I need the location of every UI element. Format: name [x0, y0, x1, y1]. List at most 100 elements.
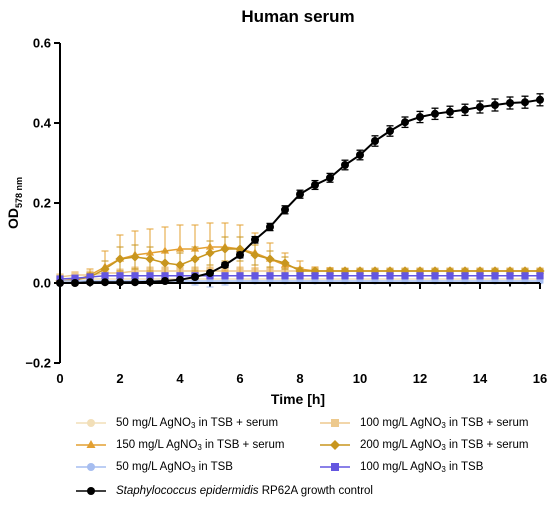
- data-point: [161, 272, 169, 280]
- data-point: [326, 173, 334, 182]
- data-point: [146, 272, 154, 280]
- series-5: [56, 272, 544, 283]
- y-axis-label-sub: 578 nm: [14, 177, 24, 208]
- data-point: [446, 272, 454, 280]
- legend-swatch-marker: [87, 419, 95, 427]
- y-tick-label: 0.6: [33, 36, 51, 51]
- x-tick-label: 14: [473, 371, 488, 386]
- data-point: [386, 127, 394, 135]
- data-point: [71, 274, 79, 282]
- data-point: [536, 95, 544, 104]
- legend-swatch: [76, 463, 106, 471]
- legend-item: 50 mg/L AgNO3 in TSB + serum: [74, 416, 278, 430]
- data-point: [205, 248, 215, 258]
- legend-item: 100 mg/L AgNO3 in TSB: [318, 460, 483, 474]
- data-point: [220, 244, 230, 254]
- legend-item: 50 mg/L AgNO3 in TSB: [74, 460, 233, 474]
- data-point: [145, 254, 155, 264]
- data-point: [116, 272, 124, 280]
- legend-swatch: [76, 487, 106, 495]
- data-point: [446, 107, 454, 116]
- data-point: [356, 272, 364, 280]
- data-point: [250, 250, 260, 260]
- data-point: [100, 264, 110, 274]
- legend-swatch-marker: [87, 463, 95, 471]
- legend-swatch-marker: [86, 440, 96, 448]
- data-point: [160, 258, 170, 268]
- data-point: [386, 272, 394, 280]
- legend-swatch: [320, 463, 350, 471]
- data-point: [266, 223, 274, 231]
- y-tick-label: −0.2: [25, 356, 51, 371]
- legend-item: 200 mg/L AgNO3 in TSB + serum: [318, 438, 528, 452]
- data-point: [356, 151, 364, 159]
- data-point: [311, 181, 319, 189]
- data-point: [401, 272, 409, 280]
- data-point: [506, 272, 514, 280]
- y-axis-label-main: OD: [5, 208, 21, 229]
- data-point: [476, 103, 484, 111]
- data-point: [160, 246, 170, 254]
- legend-swatch-marker: [331, 419, 339, 427]
- chart-title: Human serum: [241, 7, 354, 26]
- x-tick-label: 0: [56, 371, 63, 386]
- svg-text:OD578 nm: OD578 nm: [5, 177, 24, 229]
- data-point: [236, 251, 244, 259]
- x-tick-label: 12: [413, 371, 427, 386]
- legend-label: 100 mg/L AgNO3 in TSB + serum: [360, 416, 529, 430]
- data-point: [86, 273, 94, 281]
- legend-label: 200 mg/L AgNO3 in TSB + serum: [360, 438, 529, 452]
- data-point: [175, 260, 185, 270]
- data-point: [416, 113, 424, 121]
- data-point: [221, 272, 229, 280]
- data-point: [251, 235, 259, 244]
- data-point: [371, 272, 379, 280]
- data-point: [131, 272, 139, 280]
- data-point: [101, 272, 109, 280]
- data-point: [491, 272, 499, 280]
- data-point: [115, 254, 125, 264]
- data-point: [536, 272, 544, 280]
- legend-item: Staphylococcus epidermidis RP62A growth …: [74, 484, 373, 498]
- legend-label: 50 mg/L AgNO3 in TSB: [116, 460, 233, 474]
- x-axis-label: Time [h]: [271, 391, 325, 407]
- data-point: [491, 101, 499, 109]
- data-point: [281, 272, 289, 280]
- legend-swatch-marker: [330, 440, 340, 450]
- legend-item: 150 mg/L AgNO3 in TSB + serum: [74, 438, 284, 452]
- plot-area: [55, 93, 545, 288]
- legend-label: 100 mg/L AgNO3 in TSB: [360, 460, 484, 474]
- legend-item: 100 mg/L AgNO3 in TSB + serum: [318, 416, 528, 430]
- data-point: [191, 273, 199, 281]
- data-point: [521, 272, 529, 280]
- data-point: [175, 244, 185, 252]
- data-point: [461, 105, 469, 114]
- data-point: [280, 258, 290, 268]
- x-tick-label: 16: [533, 371, 547, 386]
- legend-label: 150 mg/L AgNO3 in TSB + serum: [116, 438, 285, 452]
- data-point: [266, 272, 274, 280]
- legend-label: 50 mg/L AgNO3 in TSB + serum: [116, 416, 279, 430]
- x-tick-label: 2: [116, 371, 123, 386]
- data-point: [296, 190, 304, 199]
- legend-swatch: [76, 419, 106, 427]
- data-point: [190, 254, 200, 264]
- data-point: [431, 272, 439, 280]
- data-point: [341, 272, 349, 280]
- data-point: [326, 272, 334, 280]
- data-point: [506, 99, 514, 107]
- legend-label: Staphylococcus epidermidis RP62A growth …: [116, 485, 373, 497]
- data-point: [311, 272, 319, 280]
- data-point: [236, 272, 244, 280]
- data-point: [296, 272, 304, 280]
- legend-swatch: [320, 440, 350, 450]
- data-point: [371, 137, 379, 145]
- data-point: [281, 205, 289, 214]
- y-axis-label: OD578 nm: [5, 177, 24, 229]
- data-point: [461, 272, 469, 280]
- x-tick-label: 10: [353, 371, 367, 386]
- data-point: [130, 252, 140, 262]
- legend-swatch-marker: [87, 487, 95, 495]
- x-tick-label: 6: [236, 371, 243, 386]
